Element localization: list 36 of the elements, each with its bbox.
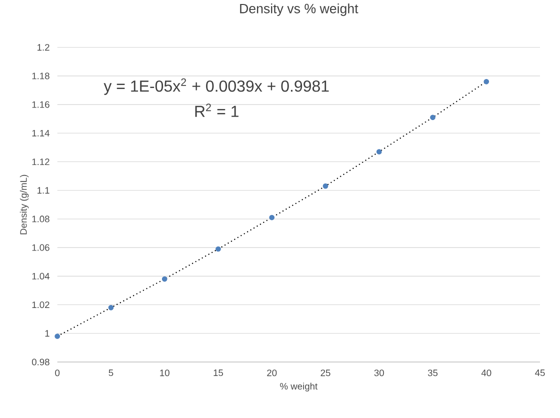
x-tick-label: 30 xyxy=(374,370,384,376)
chart-title: Density vs % weight xyxy=(240,4,358,16)
x-tick-label: 20 xyxy=(267,370,277,376)
annotation: R$^{2}$ = 1 xyxy=(195,104,238,117)
point xyxy=(216,246,221,252)
x-tick-label: 45 xyxy=(535,370,545,376)
x-axis-title: % weight xyxy=(280,382,318,392)
x-tick-label: 40 xyxy=(481,370,492,376)
y-tick-label: 1.02 xyxy=(32,302,50,308)
y-tick-label: 1.08 xyxy=(32,216,50,222)
annotation: y = 1E-05x$^{2}$ + 0.0039x + 0.9981 xyxy=(104,78,329,95)
point xyxy=(322,183,328,189)
point xyxy=(430,114,436,120)
y-tick-label: 1.06 xyxy=(32,244,50,251)
y-tick-label: 1.2 xyxy=(38,44,50,51)
point xyxy=(162,276,168,282)
x-tick-label: 5 xyxy=(108,370,114,376)
y-tick-label: 0.98 xyxy=(32,358,50,366)
y-tick-label: 1 xyxy=(45,330,50,337)
x-tick-label: 10 xyxy=(160,370,170,376)
point xyxy=(54,334,60,339)
point xyxy=(484,78,490,84)
y-tick-label: 1.16 xyxy=(32,101,50,108)
x-tick-label: 25 xyxy=(320,370,330,376)
y-tick-label: 1.14 xyxy=(32,130,50,136)
y-tick-label: 1.1 xyxy=(38,187,50,194)
x-tick-label: 35 xyxy=(428,370,438,376)
y-tick-label: 1.12 xyxy=(32,158,50,166)
x-tick-label: 15 xyxy=(214,370,224,376)
y-axis-title: Density (g/mL) xyxy=(20,174,29,234)
x-tick-label: 0 xyxy=(55,370,60,376)
y-tick-label: 1.18 xyxy=(32,72,50,80)
y-tick-label: 1.04 xyxy=(32,272,50,280)
point xyxy=(269,214,275,220)
point xyxy=(108,304,114,310)
point xyxy=(376,149,382,154)
